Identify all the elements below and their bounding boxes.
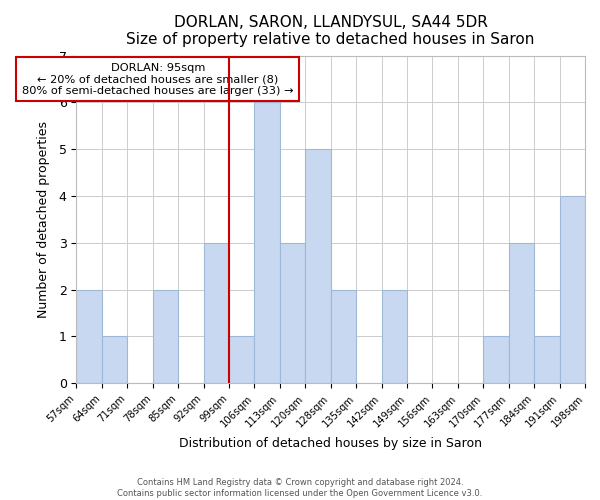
Bar [382,290,407,384]
Bar [280,243,305,384]
Bar [560,196,585,384]
Bar [483,336,509,384]
Bar [102,336,127,384]
Bar [254,102,280,384]
X-axis label: Distribution of detached houses by size in Saron: Distribution of detached houses by size … [179,437,482,450]
Text: Contains HM Land Registry data © Crown copyright and database right 2024.
Contai: Contains HM Land Registry data © Crown c… [118,478,482,498]
Y-axis label: Number of detached properties: Number of detached properties [37,121,50,318]
Title: DORLAN, SARON, LLANDYSUL, SA44 5DR
Size of property relative to detached houses : DORLAN, SARON, LLANDYSUL, SA44 5DR Size … [127,15,535,48]
Bar [76,290,102,384]
Text: DORLAN: 95sqm
← 20% of detached houses are smaller (8)
80% of semi-detached hous: DORLAN: 95sqm ← 20% of detached houses a… [22,62,293,96]
Bar [331,290,356,384]
Bar [534,336,560,384]
Bar [509,243,534,384]
Bar [229,336,254,384]
Bar [203,243,229,384]
Bar [305,149,331,384]
Bar [152,290,178,384]
